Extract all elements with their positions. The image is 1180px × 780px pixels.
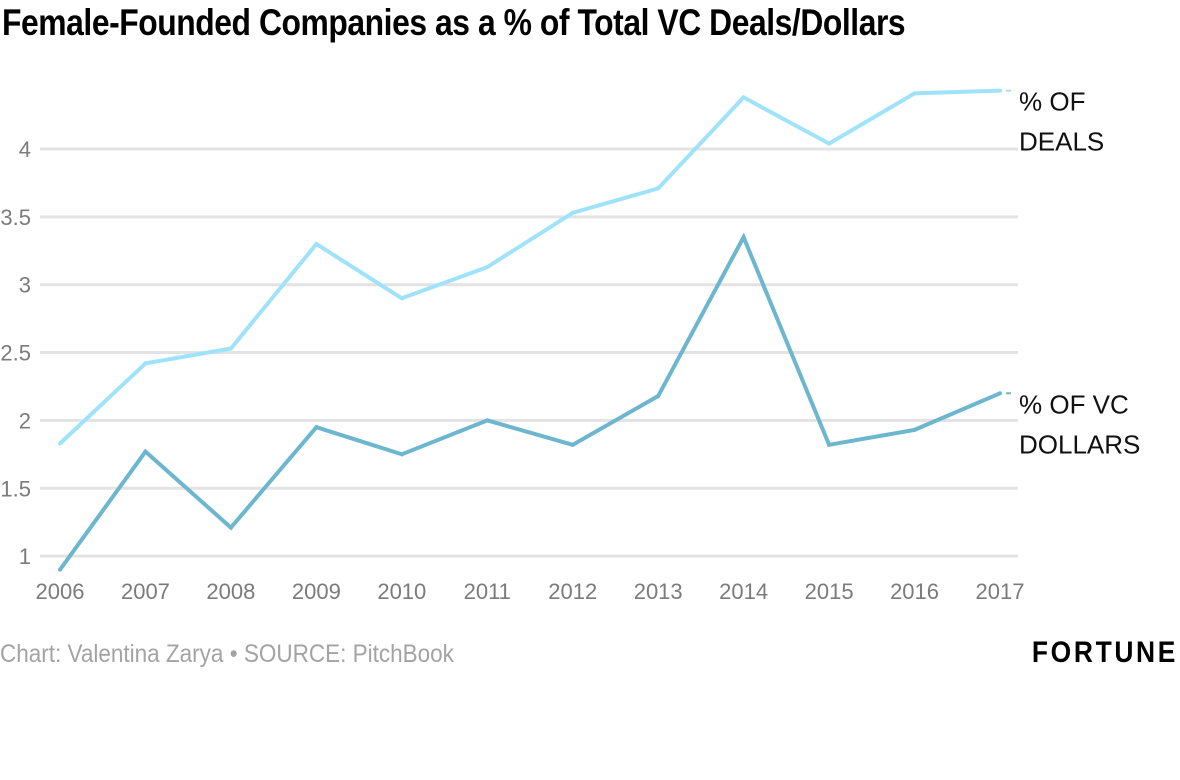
x-tick-label: 2016: [890, 579, 939, 604]
x-tick-label: 2012: [548, 579, 597, 604]
y-tick-label: 3.5: [0, 205, 31, 230]
fortune-logo: FORTUNE: [1031, 636, 1178, 669]
data-point: [827, 141, 832, 146]
data-point: [656, 186, 661, 191]
y-tick-label: 1.5: [0, 476, 31, 501]
line-chart: 11.522.533.54 2006 2007 2008 2009 2010 2011 20…: [0, 87, 1140, 604]
x-tick-label: 2017: [976, 579, 1025, 604]
chart-credit: Chart: Valentina Zarya • SOURCE: PitchBo…: [0, 640, 454, 668]
data-point: [570, 210, 575, 215]
data-point: [741, 95, 746, 100]
data-point: [399, 296, 404, 301]
data-point: [741, 235, 746, 240]
data-point: [570, 442, 575, 447]
series-line-deals: [58, 88, 1001, 445]
x-tick-label: 2011: [464, 579, 511, 604]
x-tick-label: 2009: [292, 579, 341, 604]
series-label: DOLLARS: [1019, 429, 1140, 459]
y-tick-label: 2.5: [0, 341, 31, 366]
series-lines: [58, 88, 1002, 572]
x-tick-label: 2006: [36, 579, 85, 604]
data-point: [399, 452, 404, 457]
data-point: [485, 265, 490, 270]
x-tick-label: 2007: [121, 579, 170, 604]
data-point: [143, 361, 148, 366]
data-point: [228, 346, 233, 351]
data-point: [998, 391, 1002, 396]
x-tick-label: 2008: [206, 579, 255, 604]
data-point: [656, 393, 661, 398]
series-line-dollars: [58, 232, 1001, 571]
data-point: [314, 425, 319, 430]
y-tick-label: 2: [19, 408, 31, 433]
data-point: [912, 427, 917, 432]
data-point: [912, 91, 917, 96]
series-label: % OF: [1019, 87, 1085, 117]
data-point: [314, 241, 319, 246]
gridlines: [40, 147, 1018, 558]
y-tick-label: 3: [19, 273, 31, 298]
data-point: [228, 525, 233, 530]
data-point: [485, 418, 490, 423]
x-tick-label: 2010: [377, 579, 426, 604]
series-labels: % OF DEALS % OF VC DOLLARS: [1006, 87, 1140, 459]
chart-title: Female-Founded Companies as a % of Total…: [2, 2, 906, 43]
data-point: [143, 449, 148, 454]
x-tick-label: 2014: [719, 579, 768, 604]
data-point: [827, 442, 832, 447]
series-label: % OF VC: [1019, 389, 1129, 419]
y-axis-ticks: 1 1.5 2 2.5 3 3.5 4: [0, 137, 31, 569]
series-label: DEALS: [1019, 127, 1104, 157]
x-tick-label: 2013: [634, 579, 683, 604]
data-point: [58, 441, 62, 446]
x-axis-ticks: 2006 2007 2008 2009 2010 2011 2012 2013 2014 2015…: [36, 579, 1025, 604]
y-tick-label: 1: [19, 544, 31, 569]
data-point: [58, 567, 62, 572]
x-tick-label: 2015: [805, 579, 854, 604]
y-tick-label: 4: [19, 137, 31, 162]
data-point: [998, 88, 1002, 93]
